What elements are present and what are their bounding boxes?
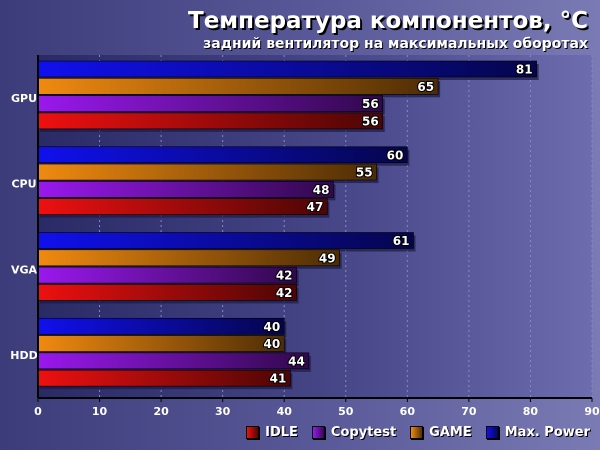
- x-tick-label: 80: [523, 405, 539, 418]
- bar-value-label: 42: [276, 269, 293, 283]
- bar: [37, 249, 340, 267]
- x-tick-label: 40: [277, 405, 293, 418]
- category-label: CPU: [11, 178, 36, 191]
- bar-value-label: 61: [393, 234, 410, 248]
- bar-value-label: 40: [264, 320, 281, 334]
- legend: IDLE Copytest GAME Max. Power: [246, 425, 590, 440]
- bar: [37, 60, 537, 78]
- x-tick-label: 90: [584, 405, 600, 418]
- bar: [37, 78, 439, 95]
- bar: [37, 198, 328, 215]
- bar: [37, 335, 285, 352]
- bar: [37, 146, 408, 164]
- legend-label: GAME: [429, 425, 472, 440]
- category-label: HDD: [10, 349, 37, 362]
- bar: [37, 352, 310, 370]
- bar-value-label: 41: [270, 372, 287, 386]
- legend-label: Copytest: [330, 425, 397, 440]
- bar-value-label: 81: [516, 63, 533, 77]
- legend-item: Copytest: [311, 425, 397, 440]
- legend-swatch: [485, 426, 499, 439]
- category-label: GPU: [11, 92, 37, 105]
- x-tick-label: 20: [153, 405, 169, 418]
- bar: [37, 95, 384, 112]
- chart-subtitle: задний вентилятор на максимальных оборот…: [203, 36, 588, 52]
- bar: [37, 181, 334, 198]
- bar-value-label: 65: [417, 80, 434, 94]
- legend-item: Max. Power: [485, 425, 590, 440]
- bar-value-label: 40: [264, 337, 281, 351]
- legend-item: IDLE: [246, 425, 298, 440]
- bar-value-label: 56: [362, 97, 379, 111]
- category-label: VGA: [11, 263, 38, 276]
- bar-value-label: 55: [356, 166, 373, 180]
- chart-title: Температура компонентов, °C: [188, 8, 588, 34]
- x-tick-label: 60: [400, 405, 416, 418]
- bar-value-label: 48: [313, 183, 330, 197]
- bar-value-label: 56: [362, 114, 379, 128]
- x-tick-label: 50: [338, 405, 354, 418]
- bar-value-label: 44: [288, 354, 305, 368]
- bar: [37, 369, 291, 387]
- bar: [37, 163, 377, 181]
- legend-label: Max. Power: [504, 425, 590, 440]
- legend-label: IDLE: [265, 425, 298, 440]
- bar: [37, 112, 384, 130]
- bar-value-label: 42: [276, 286, 293, 300]
- x-tick-label: 0: [34, 405, 42, 418]
- legend-swatch: [246, 426, 260, 439]
- bar: [37, 232, 414, 249]
- x-tick-label: 70: [461, 405, 477, 418]
- bar-value-label: 60: [387, 148, 404, 162]
- bar-value-label: 49: [319, 251, 336, 265]
- x-tick-label: 30: [215, 405, 231, 418]
- legend-item: GAME: [410, 425, 472, 440]
- bar: [37, 317, 285, 335]
- bar: [37, 266, 297, 284]
- bar-value-label: 47: [307, 200, 324, 214]
- legend-swatch: [410, 426, 424, 439]
- axes: GPU CPU VGA HDD 0 10 20 30 40 50 60 70 80 90: [10, 55, 600, 418]
- bar: [37, 284, 297, 301]
- x-tick-label: 10: [92, 405, 108, 418]
- legend-swatch: [311, 426, 325, 439]
